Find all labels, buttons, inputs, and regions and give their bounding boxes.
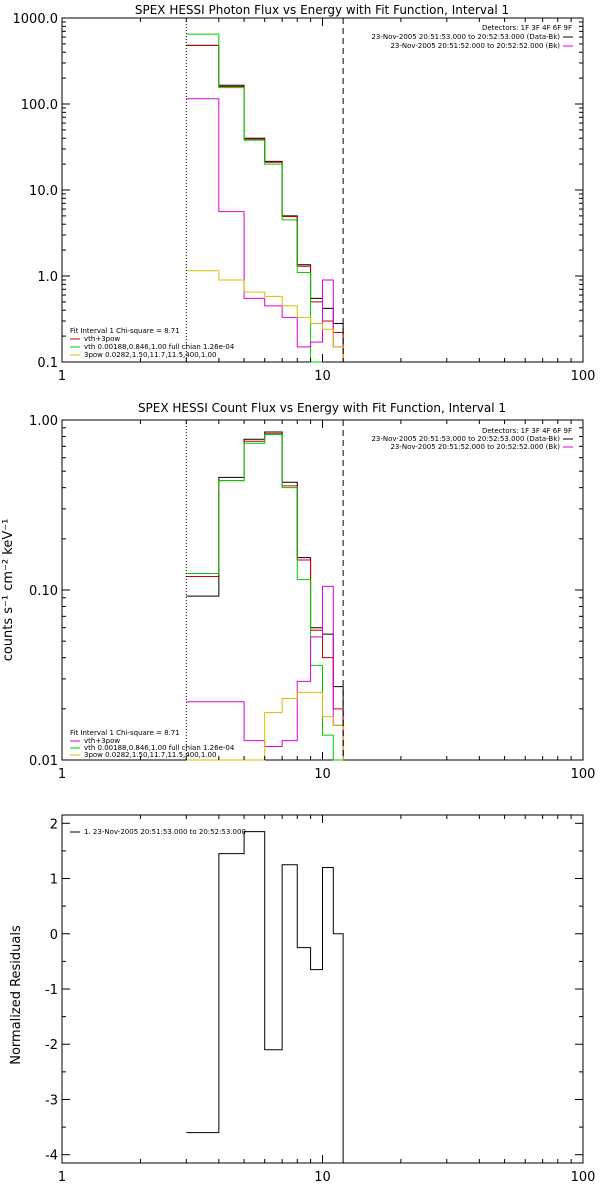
count-flux-legend: Fit Interval 1 Chi-square = 8.71 vth+3po… bbox=[70, 729, 235, 759]
residuals-x-axis: 1 10 100 bbox=[58, 815, 596, 1185]
photon-flux-y-axis: 0.1 1.0 10.0 100.0 1000.0 bbox=[13, 12, 583, 371]
residuals-y-tick-label: -3 bbox=[45, 1093, 58, 1108]
photon-flux-data-interval-label: 23-Nov-2005 20:51:53.000 to 20:52:53.000… bbox=[371, 33, 560, 41]
count-flux-legend-3pow: 3pow 0.0282,1.50,11.7,11.5,400,1.00 bbox=[84, 751, 216, 759]
photon-flux-series bbox=[186, 33, 344, 363]
residuals-y-tick-label: 1 bbox=[50, 873, 58, 888]
residuals-x-tick-label: 100 bbox=[571, 1170, 596, 1185]
count-flux-header-notes: Detectors: 1F 3F 4F 6F 9F 23-Nov-2005 20… bbox=[371, 427, 573, 451]
count-flux-fit-summary: Fit Interval 1 Chi-square = 8.71 bbox=[70, 729, 180, 737]
photon-flux-x-tick-label: 1 bbox=[58, 369, 66, 384]
photon-flux-legend-vth: vth 0.00188,0.846,1.00 full chian 1.26e-… bbox=[84, 343, 235, 351]
photon-flux-fit-summary: Fit Interval 1 Chi-square = 8.71 bbox=[70, 327, 180, 335]
photon-flux-series-power-law bbox=[186, 270, 344, 362]
photon-flux-range-lines bbox=[185, 18, 344, 362]
photon-flux-series-thermal bbox=[186, 33, 323, 363]
residuals-legend: 1. 23-Nov-2005 20:51:53.000 to 20:52:53.… bbox=[70, 828, 246, 836]
count-flux-series-data bbox=[186, 431, 344, 760]
photon-flux-header-notes: Detectors: 1F 3F 4F 6F 9F 23-Nov-2005 20… bbox=[371, 24, 573, 50]
count-flux-y-tick-label: 0.10 bbox=[29, 584, 58, 599]
count-flux-y-tick-label: 0.01 bbox=[29, 754, 58, 769]
count-flux-series-power-law bbox=[186, 691, 344, 761]
count-flux-detectors-label: Detectors: 1F 3F 4F 6F 9F bbox=[482, 427, 572, 435]
photon-flux-x-tick-label: 10 bbox=[314, 369, 331, 384]
count-flux-series-background bbox=[186, 585, 344, 760]
residuals-y-tick-label: 2 bbox=[50, 817, 58, 832]
residuals-y-axis: -4 -3 -2 -1 0 1 2 bbox=[45, 817, 583, 1164]
photon-flux-y-tick-label: 100.0 bbox=[21, 98, 58, 113]
photon-flux-x-axis: 1 10 100 bbox=[58, 18, 596, 384]
count-flux-background-interval-label: 23-Nov-2005 20:51:52.000 to 20:52:52.000… bbox=[390, 443, 560, 451]
residuals-y-tick-label: 0 bbox=[50, 928, 58, 943]
photon-flux-legend: Fit Interval 1 Chi-square = 8.71 vth+3po… bbox=[70, 327, 235, 359]
photon-flux-series-data bbox=[186, 44, 344, 362]
photon-flux-detectors-label: Detectors: 1F 3F 4F 6F 9F bbox=[482, 24, 572, 32]
count-flux-title: SPEX HESSI Count Flux vs Energy with Fit… bbox=[138, 401, 506, 415]
count-flux-y-axis: 0.01 0.10 1.00 bbox=[29, 414, 583, 769]
count-flux-x-axis: 1 10 100 bbox=[58, 420, 596, 782]
photon-flux-y-tick-label: 10.0 bbox=[29, 184, 58, 199]
residuals-y-tick-label: -2 bbox=[45, 1038, 58, 1053]
residuals-y-tick-label: -1 bbox=[45, 983, 58, 998]
count-flux-series-total-model bbox=[186, 433, 344, 760]
count-flux-legend-model: vth+3pow bbox=[84, 737, 120, 745]
count-flux-data-interval-label: 23-Nov-2005 20:51:53.000 to 20:52:53.000… bbox=[371, 435, 560, 443]
photon-flux-legend-3pow: 3pow 0.0282,1.50,11.7,11.5,400,1.00 bbox=[84, 351, 216, 359]
residuals-series bbox=[186, 831, 344, 1163]
count-flux-x-tick-label: 1 bbox=[58, 767, 66, 782]
count-flux-series bbox=[186, 431, 344, 761]
count-flux-legend-vth: vth 0.00188,0.846,1.00 full chian 1.26e-… bbox=[84, 744, 235, 752]
photon-flux-y-tick-label: 1.0 bbox=[37, 270, 58, 285]
photon-flux-y-tick-label: 0.1 bbox=[37, 356, 58, 371]
photon-flux-x-tick-label: 100 bbox=[571, 369, 596, 384]
residuals-legend-label: 1. 23-Nov-2005 20:51:53.000 to 20:52:53.… bbox=[84, 828, 246, 836]
residuals-y-axis-label: Normalized Residuals bbox=[9, 925, 24, 1065]
photon-flux-panel: SPEX HESSI Photon Flux vs Energy with Fi… bbox=[13, 3, 596, 384]
residuals-y-tick-label: -4 bbox=[45, 1149, 58, 1164]
count-flux-x-tick-label: 100 bbox=[571, 767, 596, 782]
photon-flux-title: SPEX HESSI Photon Flux vs Energy with Fi… bbox=[135, 3, 509, 17]
residuals-series-data bbox=[186, 831, 344, 1163]
count-flux-y-tick-label: 1.00 bbox=[29, 414, 58, 429]
photon-flux-series-total-model bbox=[186, 44, 344, 362]
count-flux-y-axis-label: counts s⁻¹ cm⁻² keV⁻¹ bbox=[1, 519, 16, 662]
count-flux-series-thermal bbox=[186, 434, 344, 761]
photon-flux-y-tick-label: 1000.0 bbox=[13, 12, 59, 27]
photon-flux-background-interval-label: 23-Nov-2005 20:51:52.000 to 20:52:52.000… bbox=[390, 42, 560, 50]
count-flux-x-tick-label: 10 bbox=[314, 767, 331, 782]
count-flux-range-lines bbox=[185, 420, 344, 760]
count-flux-panel: SPEX HESSI Count Flux vs Energy with Fit… bbox=[1, 401, 595, 782]
residuals-x-tick-label: 10 bbox=[314, 1170, 331, 1185]
residuals-x-tick-label: 1 bbox=[58, 1170, 66, 1185]
photon-flux-legend-model: vth+3pow bbox=[84, 335, 120, 343]
